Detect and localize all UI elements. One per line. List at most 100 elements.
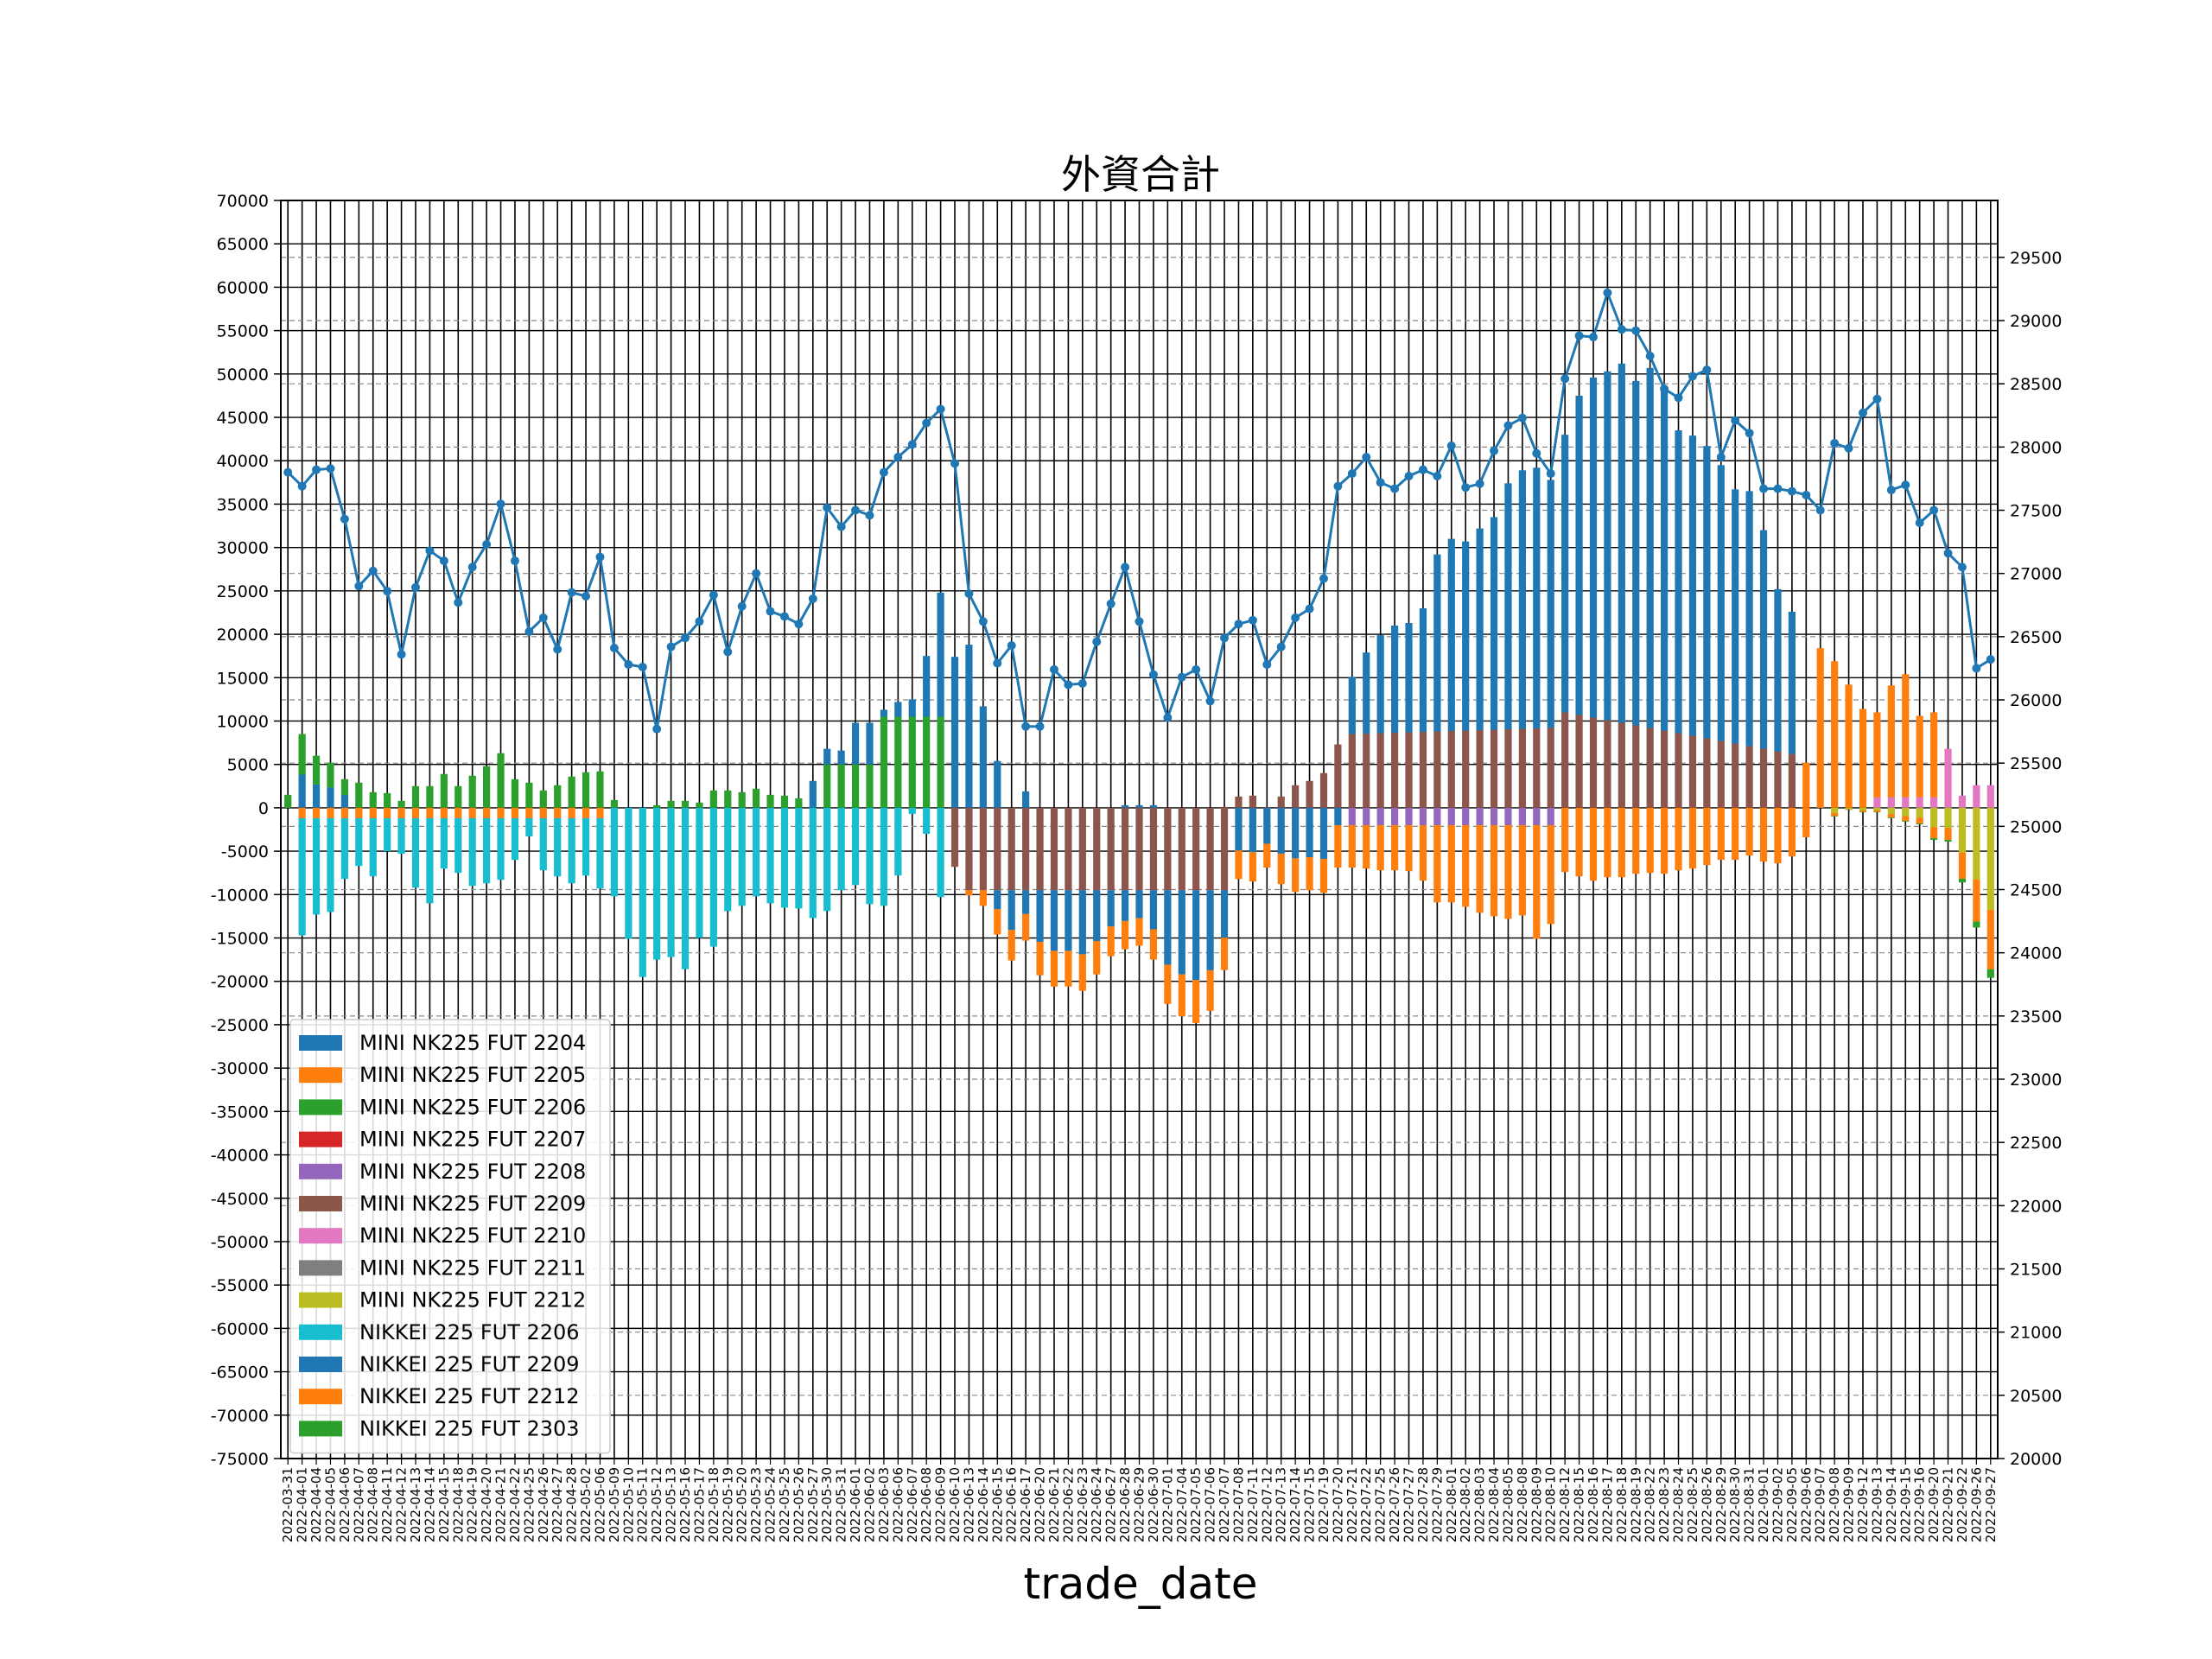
bar-nikkei-2212 xyxy=(1036,941,1044,976)
price-point xyxy=(1433,472,1442,481)
price-point xyxy=(326,464,335,474)
legend-label: MINI NK225 FUT 2204 xyxy=(359,1031,586,1055)
legend-swatch xyxy=(299,1099,342,1116)
bar-nikkei-2212 xyxy=(1235,850,1243,880)
bar-mini-2206 xyxy=(440,773,448,808)
bar-nikkei-2212 xyxy=(1802,807,1810,838)
price-point xyxy=(893,453,903,462)
bar-mini-2206 xyxy=(539,790,547,808)
y-tick-label: 70000 xyxy=(217,192,269,211)
bar-mini-2209 xyxy=(1178,807,1185,891)
legend-swatch xyxy=(299,1196,342,1211)
bar-nikkei-2209 xyxy=(1206,890,1214,970)
bar-mini-2209 xyxy=(1675,733,1682,808)
bar-nikkei-2206 xyxy=(384,817,391,852)
bar-mini-2205 xyxy=(554,807,562,818)
bar-nikkei-2206 xyxy=(780,807,789,908)
bar-mini-2206 xyxy=(411,785,420,808)
x-tick-label: 2022-09-13 xyxy=(1869,1467,1885,1542)
bar-mini-2205 xyxy=(454,807,462,818)
x-tick-label: 2022-09-05 xyxy=(1784,1467,1800,1542)
x-tick-label: 2022-07-01 xyxy=(1160,1467,1175,1542)
bar-mini-2208 xyxy=(1533,807,1541,825)
price-point xyxy=(1404,472,1414,481)
bar-mini-2209 xyxy=(1688,735,1697,808)
price-point xyxy=(1915,518,1924,528)
y2-tick-label: 22000 xyxy=(2010,1197,2062,1216)
x-tick-label: 2022-06-01 xyxy=(848,1467,863,1542)
price-point xyxy=(851,505,861,515)
bar-mini-2209 xyxy=(1618,722,1625,808)
bar-nikkei-2212 xyxy=(1575,807,1583,877)
bar-mini-2212 xyxy=(1845,807,1853,810)
bar-nikkei-2206 xyxy=(880,807,888,906)
bar-nikkei-2209 xyxy=(1319,807,1328,859)
legend-label: MINI NK225 FUT 2207 xyxy=(359,1128,586,1152)
bar-mini-2209 xyxy=(1504,729,1512,808)
bar-nikkei-2212 xyxy=(1022,913,1030,941)
x-tick-label: 2022-05-30 xyxy=(819,1467,835,1542)
bar-nikkei-2212 xyxy=(1845,684,1853,808)
x-tick-label: 2022-03-31 xyxy=(280,1467,296,1542)
price-point xyxy=(993,658,1002,668)
x-tick-label: 2022-07-07 xyxy=(1217,1467,1232,1542)
legend-swatch xyxy=(299,1389,342,1405)
bar-nikkei-2212 xyxy=(1816,648,1824,808)
bar-nikkei-2206 xyxy=(327,817,334,912)
bar-nikkei-2212 xyxy=(1405,824,1413,872)
x-tick-label: 2022-09-06 xyxy=(1798,1467,1814,1542)
price-point xyxy=(737,601,747,611)
price-point xyxy=(666,642,676,652)
bar-nikkei-2206 xyxy=(582,817,590,876)
bar-mini-2209 xyxy=(1788,753,1796,808)
price-point xyxy=(922,418,931,428)
bar-mini-2206 xyxy=(327,762,334,788)
price-point xyxy=(1291,613,1300,622)
price-point xyxy=(1617,325,1626,334)
bar-nikkei-2212 xyxy=(1065,950,1072,987)
price-point xyxy=(1347,469,1357,479)
bar-nikkei-2209 xyxy=(1688,435,1697,736)
x-tick-label: 2022-08-29 xyxy=(1713,1467,1729,1542)
bar-nikkei-2209 xyxy=(1334,807,1342,825)
bar-mini-2206 xyxy=(497,753,505,808)
bar-nikkei-2206 xyxy=(568,817,575,884)
x-tick-label: 2022-07-21 xyxy=(1344,1467,1360,1542)
bar-nikkei-2212 xyxy=(1447,824,1455,903)
x-tick-label: 2022-09-12 xyxy=(1855,1467,1871,1542)
bar-mini-2212 xyxy=(1973,807,1980,880)
bar-mini-2209 xyxy=(1518,728,1526,808)
price-point xyxy=(524,626,534,636)
x-tick-label: 2022-05-25 xyxy=(777,1467,792,1542)
price-point xyxy=(1503,421,1513,430)
bar-mini-2206 xyxy=(384,792,391,808)
x-tick-label: 2022-04-05 xyxy=(322,1467,338,1542)
y2-tick-label: 22500 xyxy=(2010,1134,2062,1153)
bar-nikkei-2212 xyxy=(1589,807,1598,881)
x-tick-label: 2022-09-16 xyxy=(1912,1467,1928,1542)
x-tick-label: 2022-06-29 xyxy=(1132,1467,1147,1542)
bar-nikkei-2212 xyxy=(1220,938,1229,970)
bar-mini-2209 xyxy=(994,807,1001,891)
x-axis-ticks: 2022-03-312022-04-012022-04-042022-04-05… xyxy=(280,1459,1999,1542)
legend-swatch xyxy=(299,1131,342,1147)
bar-mini-2209 xyxy=(1589,717,1598,808)
bar-nikkei-2206 xyxy=(724,807,732,912)
bar-mini-2209 xyxy=(1277,796,1285,808)
y-tick-label: -5000 xyxy=(221,842,269,861)
price-point xyxy=(1929,505,1939,515)
x-tick-label: 2022-08-26 xyxy=(1699,1467,1714,1542)
bar-mini-2205 xyxy=(426,807,434,818)
bar-mini-2205 xyxy=(511,807,519,818)
bar-mini-2208 xyxy=(1547,807,1554,825)
bar-nikkei-2212 xyxy=(1007,930,1015,961)
bar-nikkei-2212 xyxy=(1533,824,1541,939)
y-tick-label: 15000 xyxy=(217,669,269,688)
price-point xyxy=(1205,696,1215,706)
x-tick-label: 2022-05-09 xyxy=(607,1467,622,1542)
bar-mini-2209 xyxy=(1462,730,1470,808)
bar-nikkei-2212 xyxy=(1334,824,1342,868)
x-tick-label: 2022-05-19 xyxy=(720,1467,735,1542)
x-tick-label: 2022-06-09 xyxy=(933,1467,949,1542)
